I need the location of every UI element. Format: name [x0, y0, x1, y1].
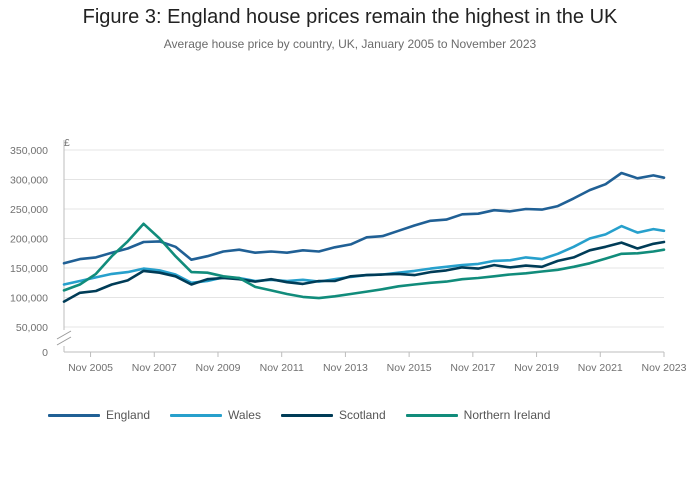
- y-tick-label: 200,000: [10, 234, 48, 246]
- legend-item-england[interactable]: England: [48, 408, 150, 422]
- series-line-england: [62, 171, 666, 265]
- y-tick-label: 50,000: [16, 322, 48, 334]
- x-tick-label: Nov 2007: [132, 362, 177, 374]
- y-tick-label: 250,000: [10, 204, 48, 216]
- x-tick-label: Nov 2009: [196, 362, 241, 374]
- y-tick-label: 300,000: [10, 175, 48, 187]
- y-axis-label: £: [64, 137, 70, 149]
- x-tick-label: Nov 2011: [260, 362, 304, 374]
- x-tick-label: Nov 2019: [514, 362, 559, 374]
- legend-item-wales[interactable]: Wales: [170, 408, 261, 422]
- y-tick-label: 100,000: [10, 293, 48, 305]
- y-tick-label: 150,000: [10, 263, 48, 275]
- series-line-scotland: [62, 240, 666, 303]
- x-tick-label: Nov 2015: [387, 362, 432, 374]
- legend-item-scotland[interactable]: Scotland: [280, 408, 386, 422]
- series-line-northern-ireland: [62, 222, 666, 300]
- x-tick-label: Nov 2021: [578, 362, 623, 374]
- legend-swatch-northern-ireland: [405, 413, 458, 417]
- legend-label-scotland: Scotland: [338, 408, 386, 422]
- x-tick-label: Nov 2013: [323, 362, 368, 374]
- y-tick-label: 350,000: [10, 145, 48, 157]
- legend-item-northern-ireland[interactable]: Northern Ireland: [405, 408, 551, 422]
- chart-title: Figure 3: England house prices remain th…: [82, 6, 618, 28]
- x-tick-label: Nov 2005: [68, 362, 113, 374]
- legend-swatch-wales: [170, 413, 223, 417]
- legend-label-northern-ireland: Northern Ireland: [463, 408, 551, 422]
- y-tick-label: 0: [42, 347, 48, 359]
- axis-break-mark: [56, 330, 72, 346]
- legend-swatch-scotland: [280, 413, 333, 417]
- chart-legend: England Wales Scotland Northern Ireland: [48, 408, 570, 422]
- legend-label-wales: Wales: [228, 408, 261, 422]
- x-tick-label: Nov 2017: [450, 362, 495, 374]
- legend-swatch-england: [48, 413, 100, 417]
- chart-subtitle: Average house price by country, UK, Janu…: [163, 37, 537, 51]
- x-tick-label: Nov 2023: [642, 362, 687, 374]
- legend-label-england: England: [106, 408, 151, 422]
